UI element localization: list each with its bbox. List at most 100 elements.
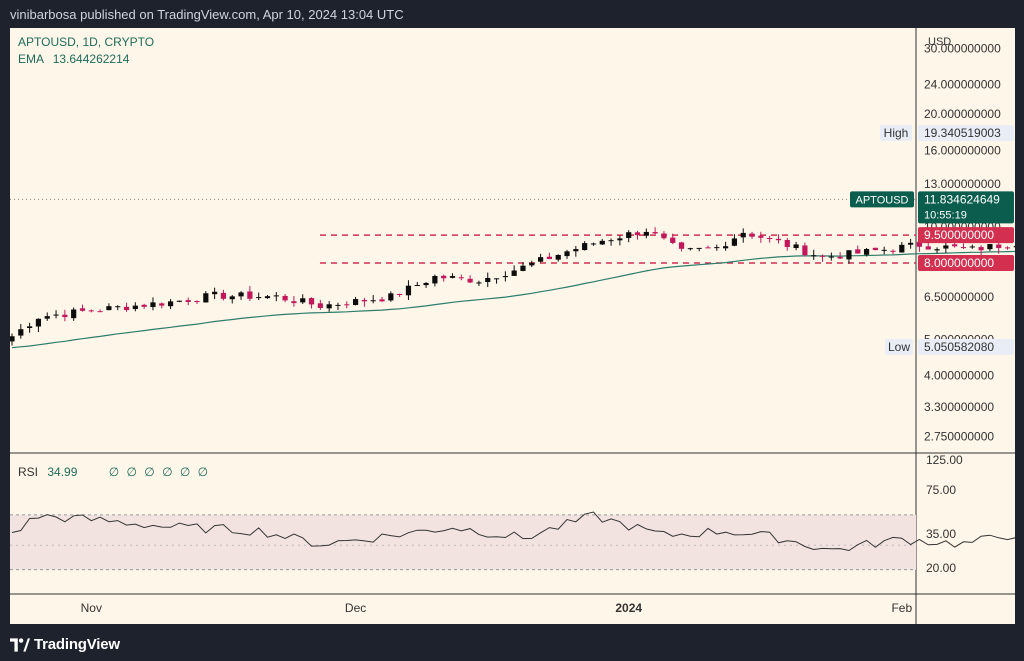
candle-body <box>229 296 235 300</box>
candle-body <box>705 247 711 249</box>
candle-body <box>159 303 165 306</box>
candle-body <box>27 326 33 329</box>
candle-body <box>511 270 517 276</box>
candle-body <box>432 275 438 284</box>
candle-body <box>758 235 764 238</box>
candle-body <box>212 291 218 295</box>
candle-body <box>837 256 843 259</box>
candle-body <box>176 300 182 302</box>
high-tag-box <box>880 125 912 141</box>
low-value-box <box>918 339 1014 355</box>
candle-body <box>449 276 456 278</box>
price-tick-label: 6.500000000 <box>924 290 994 304</box>
candle-body <box>379 299 385 302</box>
rsi-value: 34.99 <box>47 465 78 479</box>
symbol-legend: APTOUSD, 1D, CRYPTO <box>18 35 154 49</box>
candle-body <box>62 314 68 318</box>
candle-body <box>238 292 244 297</box>
candle-body <box>802 245 808 256</box>
candle-body <box>696 247 702 249</box>
candle-body <box>881 249 887 251</box>
candle-body <box>282 295 288 301</box>
candle-body <box>908 242 914 245</box>
candle-body <box>141 304 147 307</box>
rsi-tick-label: 35.00 <box>926 527 956 541</box>
rsi-placeholder-icons: ∅ ∅ ∅ ∅ ∅ ∅ <box>108 465 211 479</box>
candle-body <box>731 238 738 246</box>
candle-body <box>44 316 50 319</box>
candle-body <box>370 300 376 302</box>
candle-body <box>520 265 526 271</box>
candle-body <box>132 305 138 310</box>
rsi-label[interactable]: RSI <box>18 465 39 479</box>
rsi-tick-label: 20.00 <box>926 561 956 575</box>
price-tick-label: 30.000000000 <box>924 41 1001 55</box>
candle-body <box>670 237 676 243</box>
current-value-box <box>918 191 1014 224</box>
candle-body <box>608 240 614 242</box>
high-value: 19.340519003 <box>924 126 1001 140</box>
ema-legend: EMA 13.644262214 <box>18 52 129 66</box>
candle-body <box>167 301 174 307</box>
candle-body <box>493 278 500 280</box>
candle-body <box>855 249 861 254</box>
candle-body <box>740 232 746 238</box>
candle-body <box>784 239 790 248</box>
candle-body <box>1013 246 1015 248</box>
current-tag-box <box>850 191 914 208</box>
candle-body <box>599 240 605 245</box>
candle-body <box>405 285 412 296</box>
candle-body <box>335 304 341 306</box>
candle-body <box>97 311 103 313</box>
candle-body <box>969 246 975 248</box>
price-tick-label: 4.000000000 <box>924 369 994 383</box>
candle-body <box>934 249 940 251</box>
candle-body <box>573 249 579 252</box>
candle-body <box>423 282 429 286</box>
candle-body <box>749 233 755 237</box>
candle-body <box>996 244 1002 249</box>
level-value-label: 9.500000000 <box>924 228 994 242</box>
candle-body <box>476 282 482 284</box>
candle-body <box>220 292 227 299</box>
price-tick-label: 13.000000000 <box>924 177 1001 191</box>
candle-body <box>899 244 905 253</box>
price-tick-label: 16.000000000 <box>924 143 1001 157</box>
candle-body <box>88 310 94 312</box>
rsi-tick-label: 125.00 <box>926 453 963 467</box>
ema-value: 13.644262214 <box>52 52 130 66</box>
candle-body <box>256 297 262 299</box>
high-value-box <box>918 125 1014 141</box>
chart-frame[interactable]: 30.000000000 24.000000000 20.000000000 16.0… <box>10 28 1015 624</box>
publisher-header: vinibarbosa published on TradingView.com… <box>0 0 1024 30</box>
candle-body <box>10 336 15 342</box>
candle-body <box>115 306 121 308</box>
candle-body <box>485 277 491 283</box>
candle-body <box>106 306 112 311</box>
ema-label[interactable]: EMA <box>18 52 44 66</box>
level-value-box <box>918 255 1014 272</box>
candle-body <box>819 255 826 257</box>
candle-body <box>300 298 306 303</box>
candle-body <box>441 275 447 279</box>
current-countdown: 10:55:19 <box>924 209 967 221</box>
candle-body <box>361 299 367 302</box>
candle-body <box>661 233 667 239</box>
candle-body <box>846 250 852 260</box>
rsi-line <box>11 511 1015 552</box>
symbol-line[interactable]: APTOUSD, 1D, CRYPTO <box>18 35 155 49</box>
candle-body <box>863 249 870 255</box>
candle-body <box>352 299 359 305</box>
candle-body <box>590 243 597 245</box>
candle-body <box>714 247 720 249</box>
price-tick-label: 3.300000000 <box>924 400 994 414</box>
candle-body <box>546 256 553 260</box>
chart-svg[interactable]: 30.000000000 24.000000000 20.000000000 16.0… <box>10 28 1015 624</box>
candle-body <box>273 295 279 297</box>
candle-body <box>793 244 799 249</box>
candle-body <box>916 241 923 247</box>
candle-body <box>529 262 535 266</box>
candle-body <box>317 303 323 308</box>
candle-body <box>987 244 993 250</box>
candle-body <box>925 246 931 250</box>
